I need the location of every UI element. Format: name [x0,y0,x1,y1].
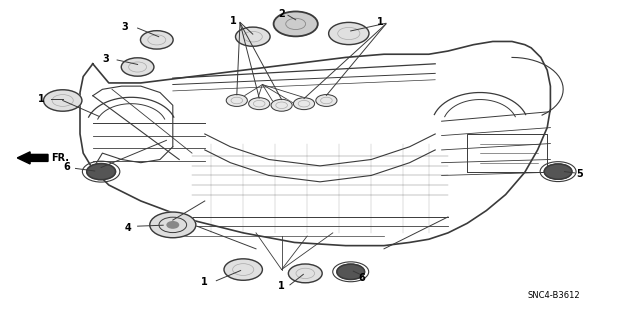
Ellipse shape [316,94,337,107]
Ellipse shape [150,212,196,238]
Ellipse shape [289,264,322,283]
Text: 1: 1 [38,94,45,104]
Ellipse shape [141,31,173,49]
Text: 6: 6 [358,272,365,283]
Text: 4: 4 [125,223,131,233]
Ellipse shape [293,98,315,110]
Ellipse shape [236,27,270,46]
Text: 2: 2 [278,9,285,19]
Text: 1: 1 [278,280,285,291]
Ellipse shape [44,90,82,111]
Text: 1: 1 [378,17,384,27]
Ellipse shape [227,94,248,107]
Text: SNC4-B3612: SNC4-B3612 [527,291,580,300]
Ellipse shape [87,164,116,180]
Ellipse shape [249,98,270,110]
FancyArrow shape [17,152,48,164]
Ellipse shape [122,58,154,76]
Text: 1: 1 [202,277,208,287]
Text: 3: 3 [122,22,128,32]
Ellipse shape [337,264,365,279]
Text: 1: 1 [230,16,237,26]
Text: 3: 3 [102,54,109,64]
Ellipse shape [329,22,369,45]
Ellipse shape [274,11,317,36]
Ellipse shape [224,259,262,280]
Text: 6: 6 [64,162,70,173]
Ellipse shape [271,99,292,111]
Ellipse shape [167,222,179,228]
Text: FR.: FR. [51,153,69,163]
Ellipse shape [544,164,572,179]
Text: 5: 5 [576,169,582,179]
